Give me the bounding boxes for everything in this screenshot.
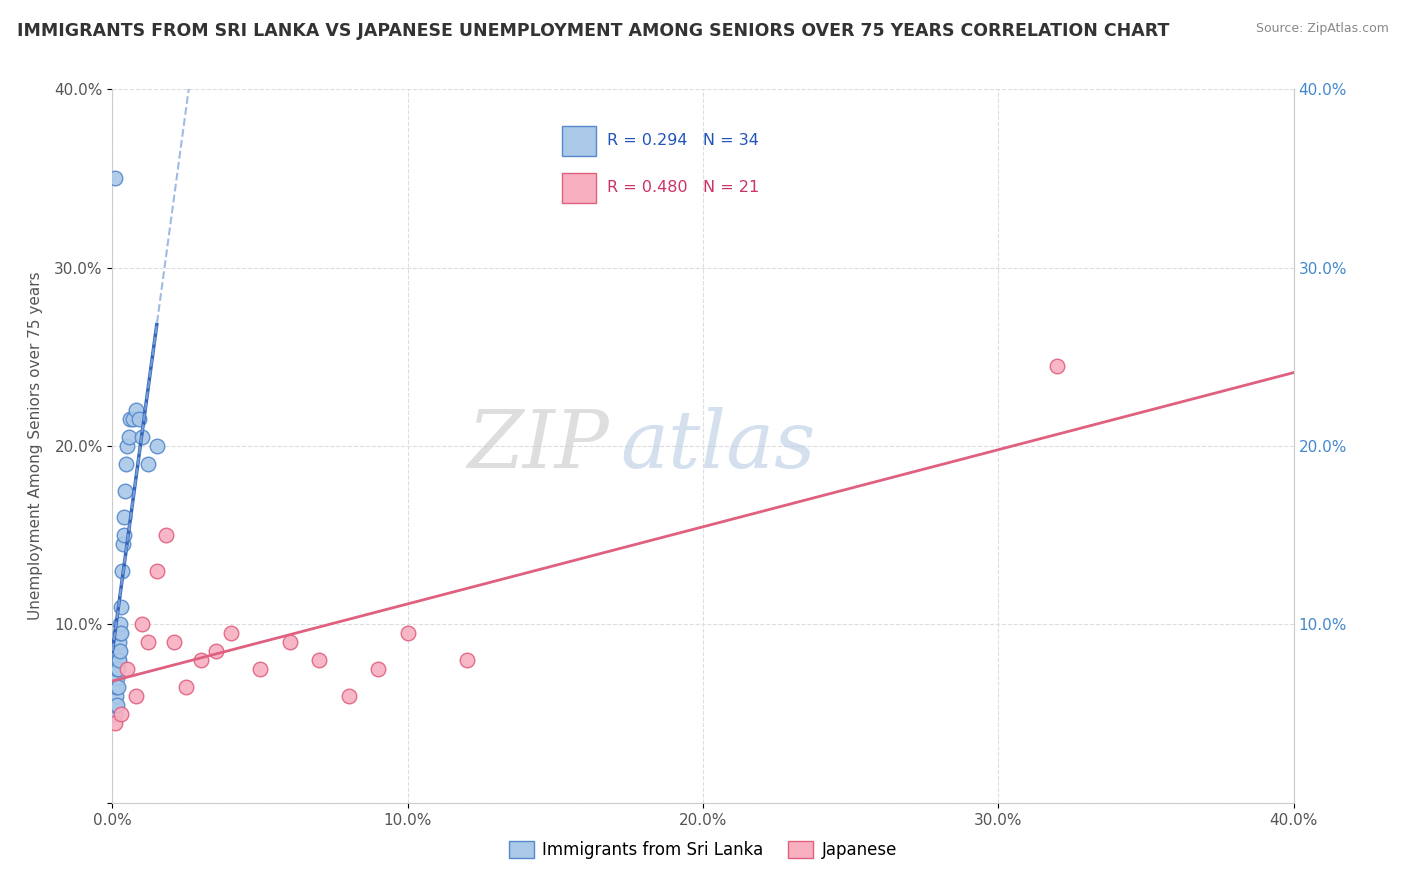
Point <box>107 662 129 676</box>
Text: ZIP: ZIP <box>467 408 609 484</box>
Point <box>117 662 138 676</box>
Point <box>278 635 301 649</box>
Point <box>205 644 228 658</box>
Point <box>112 510 135 524</box>
Point <box>190 653 212 667</box>
Point <box>104 715 127 730</box>
Point <box>122 412 145 426</box>
Point <box>105 689 128 703</box>
Point <box>308 653 330 667</box>
Text: IMMIGRANTS FROM SRI LANKA VS JAPANESE UNEMPLOYMENT AMONG SENIORS OVER 75 YEARS C: IMMIGRANTS FROM SRI LANKA VS JAPANESE UN… <box>17 22 1170 40</box>
Point <box>110 599 132 614</box>
Point <box>114 483 136 498</box>
Point <box>111 537 134 551</box>
Point <box>108 653 131 667</box>
Point <box>107 662 129 676</box>
Point <box>104 171 127 186</box>
Point <box>110 706 132 721</box>
Point <box>114 457 136 471</box>
Y-axis label: Unemployment Among Seniors over 75 years: Unemployment Among Seniors over 75 years <box>28 272 44 620</box>
Legend: Immigrants from Sri Lanka, Japanese: Immigrants from Sri Lanka, Japanese <box>502 834 904 866</box>
Point <box>108 626 131 640</box>
Point <box>136 635 159 649</box>
Point <box>104 698 127 712</box>
Point <box>108 644 131 658</box>
Point <box>125 403 148 417</box>
Point <box>118 430 141 444</box>
Point <box>367 662 389 676</box>
Point <box>111 564 134 578</box>
Point <box>107 680 129 694</box>
Point <box>174 680 197 694</box>
Point <box>146 564 169 578</box>
Text: Source: ZipAtlas.com: Source: ZipAtlas.com <box>1256 22 1389 36</box>
Point <box>108 635 131 649</box>
Point <box>219 626 242 640</box>
Point <box>131 430 153 444</box>
Point <box>1046 359 1069 373</box>
Point <box>155 528 177 542</box>
Point <box>112 528 135 542</box>
Point <box>136 457 159 471</box>
Point <box>110 626 132 640</box>
Point <box>120 412 142 426</box>
Point <box>105 698 128 712</box>
Point <box>105 680 128 694</box>
Point <box>163 635 186 649</box>
Point <box>104 706 127 721</box>
Point <box>128 412 150 426</box>
Point <box>107 644 129 658</box>
Point <box>396 626 419 640</box>
Point <box>146 439 169 453</box>
Point <box>131 617 153 632</box>
Point <box>107 653 129 667</box>
Text: atlas: atlas <box>620 408 815 484</box>
Point <box>108 617 131 632</box>
Point <box>337 689 360 703</box>
Point <box>249 662 271 676</box>
Point <box>105 671 128 685</box>
Point <box>456 653 478 667</box>
Point <box>125 689 148 703</box>
Point <box>117 439 138 453</box>
